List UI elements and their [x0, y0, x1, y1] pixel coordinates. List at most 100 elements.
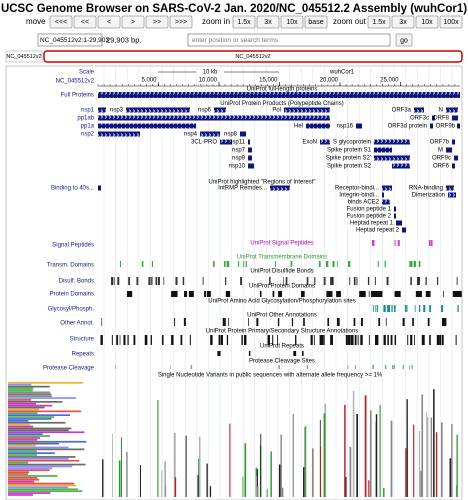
- summary-bar: [8, 402, 37, 405]
- nav-button[interactable]: [97, 15, 121, 29]
- nav-button[interactable]: [256, 15, 280, 29]
- annotation: [336, 318, 339, 326]
- variant: [102, 459, 104, 497]
- go-button[interactable]: [395, 33, 413, 47]
- variant: [302, 467, 305, 497]
- summary-bar: [8, 421, 66, 424]
- annotation: [227, 261, 230, 267]
- nav-button[interactable]: [367, 15, 391, 29]
- annotation: [285, 277, 288, 285]
- annotation: [347, 335, 349, 345]
- nav-button[interactable]: [49, 15, 73, 29]
- annotation: [359, 291, 366, 297]
- annotation: [357, 335, 359, 345]
- track-title: UniProt Transmembrane Domains: [237, 255, 328, 261]
- annotation: [412, 318, 414, 326]
- annotation: [226, 261, 228, 267]
- annotation: [350, 335, 353, 345]
- annotation: [331, 335, 333, 345]
- variant: [174, 477, 177, 497]
- feature-arrows: [382, 199, 390, 205]
- feature: [396, 220, 402, 226]
- annotation: [183, 318, 186, 326]
- search-input[interactable]: [187, 33, 391, 47]
- feature-arrows: [98, 92, 460, 98]
- annotation: [442, 335, 444, 345]
- nav-button-label[interactable]: <: [107, 19, 111, 26]
- annotation: [415, 291, 419, 297]
- annotation: [330, 291, 333, 297]
- annotation: [151, 277, 153, 285]
- nav-button-label[interactable]: 1.5x: [237, 19, 251, 26]
- nav-button[interactable]: [145, 15, 169, 29]
- nav-button-label[interactable]: <<<: [55, 19, 67, 26]
- annotation: [157, 277, 160, 285]
- ideogram-label: NC_045512v2: [6, 54, 41, 60]
- zoom-out-label: zoom out: [333, 17, 367, 26]
- nav-button-label[interactable]: >: [131, 19, 135, 26]
- annotation: [267, 335, 270, 345]
- summary-bar: [8, 393, 52, 396]
- feature-label: nsp9: [232, 156, 246, 162]
- feature-label: RNA-binding: [409, 186, 443, 192]
- summary-bar: [8, 382, 83, 384]
- track-label: Full Proteins: [61, 93, 94, 99]
- nav-button[interactable]: [169, 15, 193, 29]
- nav-button-label[interactable]: 10x: [286, 19, 298, 26]
- nav-button-label[interactable]: 3x: [264, 19, 272, 26]
- feature-label: Integrin-bindi...: [339, 193, 379, 199]
- nav-button[interactable]: [415, 15, 439, 29]
- summary-bar: [8, 478, 40, 481]
- summary-bar: [8, 435, 50, 437]
- annotation: [133, 335, 136, 345]
- annotation: [393, 305, 396, 312]
- annotation: [100, 335, 103, 345]
- nav-button[interactable]: [439, 15, 463, 29]
- annotation: [409, 261, 410, 267]
- annotation: [428, 240, 431, 246]
- nav-button-label[interactable]: 10x: [421, 19, 433, 26]
- nav-button[interactable]: [121, 15, 145, 29]
- annotation: [184, 291, 188, 297]
- nav-button-label[interactable]: >>>: [175, 19, 187, 26]
- nav-button[interactable]: [280, 15, 304, 29]
- feature-label: ORF3a: [392, 108, 412, 114]
- go-button-label[interactable]: go: [400, 37, 408, 44]
- nav-button-label[interactable]: 100x: [443, 19, 459, 26]
- annotation: [174, 318, 176, 326]
- zoom-in-label: zoom in: [202, 17, 230, 26]
- nav-button-label[interactable]: base: [308, 19, 323, 26]
- nav-button[interactable]: [391, 15, 415, 29]
- nav-button[interactable]: [304, 15, 328, 29]
- annotation: [413, 261, 416, 267]
- summary-bar: [8, 442, 59, 445]
- track-title: UniProt Signal Peptides: [250, 241, 313, 247]
- feature-arrows: [320, 139, 330, 145]
- annotation: [175, 277, 178, 285]
- nav-button-label[interactable]: 3x: [399, 19, 407, 26]
- variant: [379, 404, 381, 497]
- annotation: [410, 261, 413, 267]
- nav-button[interactable]: [73, 15, 97, 29]
- annotation: [443, 291, 445, 297]
- feature-label: nsp6: [198, 108, 212, 114]
- annotation: [385, 335, 386, 345]
- track-label: Repeats: [72, 352, 94, 358]
- track-label: Disulf. Bonds: [59, 279, 94, 285]
- annotation: [327, 318, 330, 326]
- nav-button-label[interactable]: <<: [81, 19, 89, 26]
- search-placeholder[interactable]: enter position or search terms: [192, 37, 279, 44]
- annotation: [206, 291, 211, 297]
- nav-button-label[interactable]: 1.5x: [372, 19, 386, 26]
- variant: [435, 432, 438, 497]
- annotation: [441, 305, 444, 312]
- variant: [433, 389, 435, 497]
- nav-button-label[interactable]: >>: [153, 19, 161, 26]
- variant: [242, 476, 244, 497]
- nav-button[interactable]: [232, 15, 256, 29]
- annotation: [384, 365, 387, 369]
- variant: [368, 480, 370, 497]
- feature-arrows: [220, 139, 232, 145]
- annotation: [417, 291, 422, 297]
- annotation: [332, 261, 335, 267]
